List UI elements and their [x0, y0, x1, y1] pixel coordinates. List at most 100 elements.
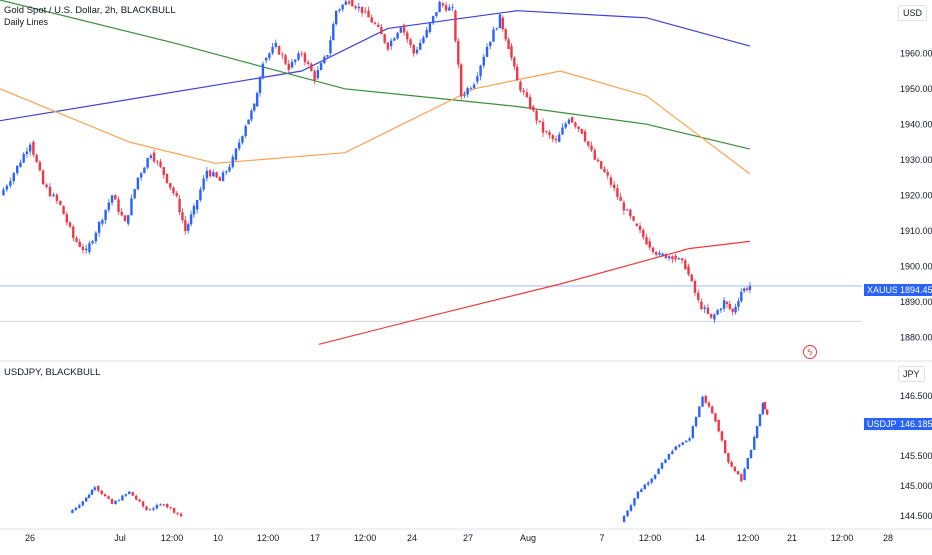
currency-unit-top[interactable]: USD — [898, 5, 928, 21]
xauusd-candle — [619, 196, 622, 201]
usdjpy-0-candle — [128, 491, 131, 495]
usdjpy-1-candle — [765, 409, 769, 415]
xauusd-candle — [218, 177, 222, 181]
xauusd-candle — [740, 291, 743, 302]
usdjpy-0-candle — [107, 496, 110, 499]
xauusd-candle — [72, 226, 75, 238]
xauusd-candle — [386, 42, 390, 50]
xauusd-candle — [677, 258, 681, 260]
indicator-label[interactable]: Daily Lines — [4, 17, 49, 27]
xauusd-candle — [290, 61, 294, 68]
usdjpy-1-candle — [653, 474, 657, 479]
xauusd-candle — [389, 40, 393, 47]
xauusd-candle — [748, 286, 752, 290]
price-tick-label: 1900.00 — [900, 261, 932, 271]
xauusd-candle — [476, 76, 479, 82]
xauusd-candle — [78, 241, 81, 247]
usdjpy-1-candle — [704, 396, 707, 403]
usdjpy-1-candle — [636, 491, 640, 499]
usdjpy-0-candle — [141, 501, 145, 507]
xauusd-candle — [719, 308, 723, 311]
usdjpy-1-candle — [684, 440, 688, 443]
xauusd-candle — [303, 53, 307, 63]
xauusd-candle — [215, 172, 218, 178]
xauusd-candle — [159, 161, 162, 168]
xauusd-candle — [162, 167, 165, 175]
xauusd-candle — [383, 34, 386, 43]
daily-line-3 — [318, 240, 750, 345]
xauusd-candle — [62, 205, 65, 215]
xauusd-candle — [16, 165, 19, 174]
jpy-tick-label: 145.500 — [900, 451, 932, 461]
price-tick-label: 1880.00 — [900, 332, 932, 342]
xauusd-candle — [435, 12, 438, 16]
xauusd-candle — [510, 46, 513, 58]
xauusd-candle — [654, 252, 658, 255]
usdjpy-1-candle — [761, 402, 765, 415]
usdjpy-1-candle — [749, 449, 753, 459]
price-axis-bg — [862, 0, 932, 550]
xauusd-candle — [501, 17, 505, 30]
usdjpy-1-candle — [698, 406, 701, 418]
xauusd-candle — [357, 6, 361, 9]
xauusd-candle — [169, 183, 172, 188]
usdjpy-1-candle — [736, 471, 740, 475]
xauusd-candle — [85, 248, 88, 251]
usdjpy-1-candle — [717, 420, 720, 432]
xauusd-candle — [438, 1, 441, 13]
xauusd-candle — [622, 202, 626, 211]
usdjpy-1-candle — [678, 444, 681, 447]
xauusd-candle — [81, 246, 85, 251]
xauusd-candle — [466, 88, 469, 95]
xauusd-candle — [690, 274, 693, 282]
xauusd-candle — [199, 189, 202, 201]
usdjpy-1-candle — [671, 451, 674, 454]
xauusd-candle — [648, 241, 651, 248]
xauusd-candle — [492, 29, 495, 42]
xauusd-candle — [661, 253, 664, 256]
xauusd-candle — [107, 202, 111, 210]
xauusd-candle — [231, 156, 234, 167]
usdjpy-1-candle — [746, 458, 749, 470]
xauusd-candle — [498, 14, 502, 29]
usdjpy-0-candle — [74, 507, 78, 511]
time-tick-label: 12:00 — [257, 533, 280, 543]
xauusd-candle — [221, 172, 225, 182]
xauusd-candle — [274, 42, 278, 47]
usdjpy-1-candle — [714, 413, 717, 422]
usdjpy-0-candle — [152, 508, 155, 510]
xauusd-candle — [522, 90, 525, 93]
xauusd-candle — [212, 172, 215, 177]
time-tick-label: 28 — [883, 533, 893, 543]
xauusd-candle — [165, 173, 169, 184]
usdjpy-1-candle — [755, 426, 759, 438]
usdjpy-0-candle — [172, 508, 176, 513]
xauusd-candle — [541, 121, 545, 133]
xauusd-candle — [725, 301, 729, 304]
price-tick-label: 1940.00 — [900, 119, 932, 129]
price-tick-label: 1950.00 — [900, 84, 932, 94]
xauusd-candle — [172, 187, 175, 194]
usdjpy-1-candle — [730, 462, 733, 467]
xauusd-candle — [310, 63, 313, 72]
xauusd-candle — [519, 81, 522, 91]
usdjpy-1-candle — [694, 417, 698, 427]
xauusd-candle — [577, 126, 580, 129]
xauusd-candle — [97, 221, 101, 233]
price-tick-label: 1930.00 — [900, 155, 932, 165]
usdjpy-1-candle — [707, 402, 711, 407]
xauusd-candle — [156, 161, 159, 163]
xauusd-candle — [635, 223, 639, 226]
xauusd-candle — [152, 152, 156, 162]
xauusd-symbol-tag: XAUUSD — [864, 284, 908, 296]
xauusd-candle — [338, 9, 341, 11]
xauusd-candle — [616, 188, 619, 197]
xauusd-candle — [428, 23, 432, 32]
xauusd-candle — [700, 301, 703, 310]
xauusd-candle — [528, 96, 532, 109]
xauusd-candle — [716, 310, 719, 315]
currency-unit-bottom[interactable]: JPY — [898, 366, 925, 382]
lightning-icon[interactable]: ϟ — [803, 345, 817, 359]
